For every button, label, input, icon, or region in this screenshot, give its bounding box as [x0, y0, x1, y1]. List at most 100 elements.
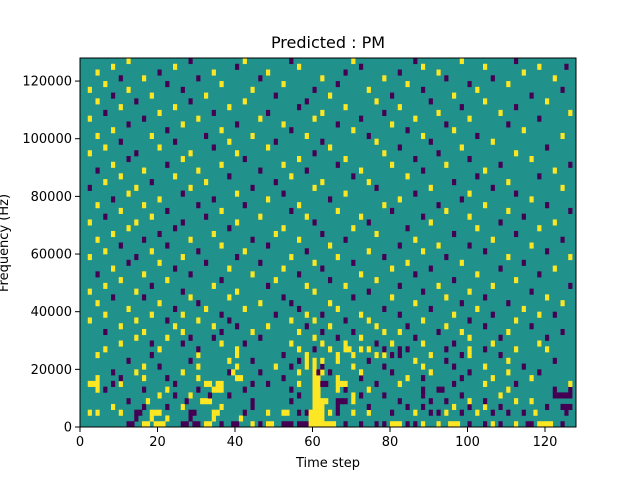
heatmap-cell: [227, 357, 232, 364]
heatmap-cell: [266, 69, 271, 76]
heatmap-cell: [568, 161, 573, 168]
heatmap-cell: [219, 403, 224, 411]
heatmap-cell: [529, 421, 534, 428]
heatmap-cell: [227, 392, 232, 399]
heatmap-cell: [359, 213, 364, 220]
heatmap-cell: [207, 421, 213, 428]
heatmap-cell: [266, 409, 271, 416]
heatmap-cell: [405, 225, 410, 232]
heatmap-cell: [219, 81, 224, 88]
heatmap-cell: [521, 259, 526, 266]
heatmap-cell: [452, 230, 457, 238]
heatmap-cell: [556, 392, 561, 399]
heatmap-cell: [312, 115, 317, 122]
heatmap-cell: [111, 403, 116, 411]
heatmap-cell: [196, 386, 201, 393]
heatmap-cell: [374, 277, 379, 284]
heatmap-cell: [312, 259, 317, 266]
heatmap-cell: [413, 334, 418, 341]
heatmap-cell: [514, 346, 519, 353]
heatmap-cell: [227, 104, 232, 111]
heatmap-cell: [529, 323, 534, 330]
heatmap-cell: [421, 375, 426, 382]
heatmap-cell: [413, 357, 418, 364]
heatmap-cell: [312, 150, 317, 157]
heatmap-cell: [126, 121, 131, 128]
heatmap-cell: [452, 92, 457, 99]
heatmap-cell: [180, 369, 185, 376]
heatmap-cell: [87, 219, 92, 226]
heatmap-cell: [211, 415, 216, 422]
heatmap-cell: [281, 421, 286, 428]
heatmap-cell: [204, 398, 209, 405]
heatmap-cell: [529, 288, 534, 295]
heatmap-cell: [343, 104, 348, 111]
heatmap-cell: [312, 403, 317, 411]
heatmap-cell: [444, 398, 449, 405]
heatmap-cell: [545, 144, 550, 151]
heatmap-cell: [498, 265, 503, 272]
heatmap-cell: [343, 69, 348, 76]
heatmap-cell: [145, 421, 151, 428]
heatmap-cell: [459, 144, 464, 151]
heatmap-cell: [173, 138, 178, 145]
heatmap-cell: [436, 386, 441, 393]
heatmap-cell: [529, 196, 534, 203]
heatmap-cell: [258, 167, 263, 174]
heatmap-cell: [219, 127, 224, 134]
heatmap-cell: [483, 398, 488, 405]
heatmap-cell: [320, 75, 325, 82]
heatmap-cell: [452, 340, 457, 347]
heatmap-cell: [320, 363, 325, 370]
heatmap-cell: [242, 156, 247, 163]
heatmap-cell: [87, 115, 92, 122]
heatmap-cell: [413, 115, 418, 122]
heatmap-cell: [258, 259, 263, 266]
heatmap-cell: [436, 282, 441, 289]
heatmap-cell: [560, 392, 565, 399]
heatmap-cell: [235, 421, 240, 428]
heatmap-cell: [428, 369, 433, 376]
heatmap-cell: [459, 409, 464, 416]
heatmap-cell: [343, 421, 348, 428]
heatmap-cell: [343, 236, 348, 243]
heatmap-cell: [545, 403, 550, 411]
heatmap-cell: [149, 415, 154, 422]
heatmap-cell: [250, 132, 255, 140]
heatmap-cell: [320, 230, 325, 238]
heatmap-cell: [111, 63, 116, 70]
heatmap-cell: [103, 248, 108, 255]
heatmap-cell: [459, 392, 464, 399]
heatmap-cell: [180, 156, 185, 163]
heatmap-cell: [560, 184, 565, 191]
heatmap-cell: [506, 254, 511, 261]
heatmap-cell: [428, 265, 433, 272]
heatmap-cell: [320, 369, 325, 376]
heatmap-cell: [483, 63, 488, 70]
heatmap-cell: [211, 196, 216, 203]
heatmap-cell: [95, 352, 100, 359]
heatmap-cell: [227, 294, 232, 301]
heatmap-cell: [467, 81, 472, 88]
heatmap-cell: [219, 242, 224, 249]
heatmap-cell: [514, 58, 519, 65]
heatmap-cell: [126, 225, 131, 232]
heatmap-cell: [545, 202, 550, 209]
heatmap-cell: [483, 363, 488, 370]
heatmap-cell: [285, 409, 290, 416]
heatmap-cell: [490, 184, 495, 191]
heatmap-cell: [204, 92, 209, 99]
heatmap-cell: [560, 328, 565, 336]
heatmap-cell: [397, 104, 402, 111]
heatmap-cell: [545, 98, 550, 105]
heatmap-cell: [281, 294, 286, 301]
heatmap-cell: [200, 398, 205, 405]
heatmap-cell: [359, 271, 364, 278]
heatmap-cell: [269, 421, 275, 428]
heatmap-cell: [568, 282, 573, 289]
heatmap-cell: [316, 375, 321, 382]
heatmap-cell: [111, 161, 116, 168]
heatmap-cell: [87, 86, 92, 93]
heatmap-cell: [428, 409, 433, 416]
x-tick-label: 0: [76, 435, 84, 450]
